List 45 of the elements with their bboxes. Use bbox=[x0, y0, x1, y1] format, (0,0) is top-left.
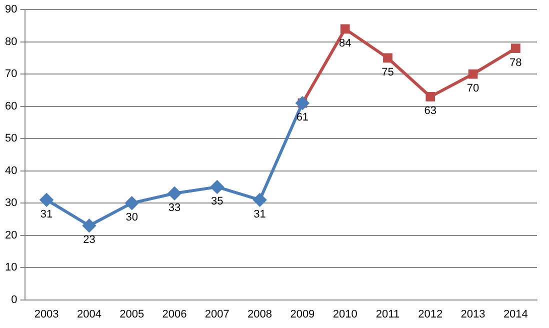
point bbox=[40, 193, 54, 206]
data-label: 70 bbox=[466, 82, 480, 95]
data-label: 78 bbox=[510, 56, 522, 69]
data-label: 31 bbox=[254, 208, 266, 220]
data-label: 84 bbox=[338, 37, 352, 50]
x-tick-label: 2010 bbox=[332, 308, 358, 320]
data-label: 30 bbox=[126, 212, 138, 224]
data-label: 23 bbox=[83, 234, 96, 246]
x-tick-label: 2003 bbox=[34, 308, 59, 320]
y-tick-label: 40 bbox=[4, 164, 18, 177]
y-tick-label: 10 bbox=[4, 262, 18, 274]
x-tick-label: 2004 bbox=[76, 308, 102, 320]
point bbox=[125, 196, 138, 210]
x-tick-label: 2005 bbox=[120, 308, 144, 320]
data-label: 31 bbox=[40, 208, 53, 220]
point bbox=[426, 92, 436, 102]
y-tick-label: 50 bbox=[4, 132, 18, 145]
x-tick-label: 2006 bbox=[162, 308, 187, 320]
point bbox=[253, 193, 266, 206]
data-label: 75 bbox=[382, 66, 394, 78]
data-label: 63 bbox=[424, 105, 437, 118]
x-tick-label: 2008 bbox=[248, 308, 272, 320]
y-tick-label: 20 bbox=[4, 229, 18, 242]
point bbox=[510, 44, 520, 53]
x-tick-label: 2013 bbox=[460, 308, 486, 320]
x-tick-label: 2009 bbox=[290, 308, 315, 320]
data-label: 35 bbox=[211, 195, 224, 208]
y-tick-label: 70 bbox=[4, 68, 18, 80]
data-label: 33 bbox=[168, 202, 181, 214]
y-tick-label: 80 bbox=[4, 36, 18, 48]
x-tick-label: 2014 bbox=[503, 308, 528, 320]
x-tick-label: 2012 bbox=[418, 308, 443, 320]
y-tick-label: 90 bbox=[4, 4, 18, 16]
point bbox=[82, 219, 96, 232]
point bbox=[383, 53, 392, 63]
x-tick-label: 2007 bbox=[204, 308, 230, 320]
point bbox=[168, 186, 181, 200]
y-tick-label: 0 bbox=[11, 294, 18, 306]
point bbox=[468, 69, 478, 79]
y-tick-label: 30 bbox=[4, 197, 18, 210]
x-tick-label: 2011 bbox=[376, 308, 400, 320]
y-tick-label: 60 bbox=[4, 100, 18, 112]
data-label: 61 bbox=[296, 112, 309, 124]
point bbox=[210, 180, 224, 194]
point bbox=[340, 24, 350, 34]
